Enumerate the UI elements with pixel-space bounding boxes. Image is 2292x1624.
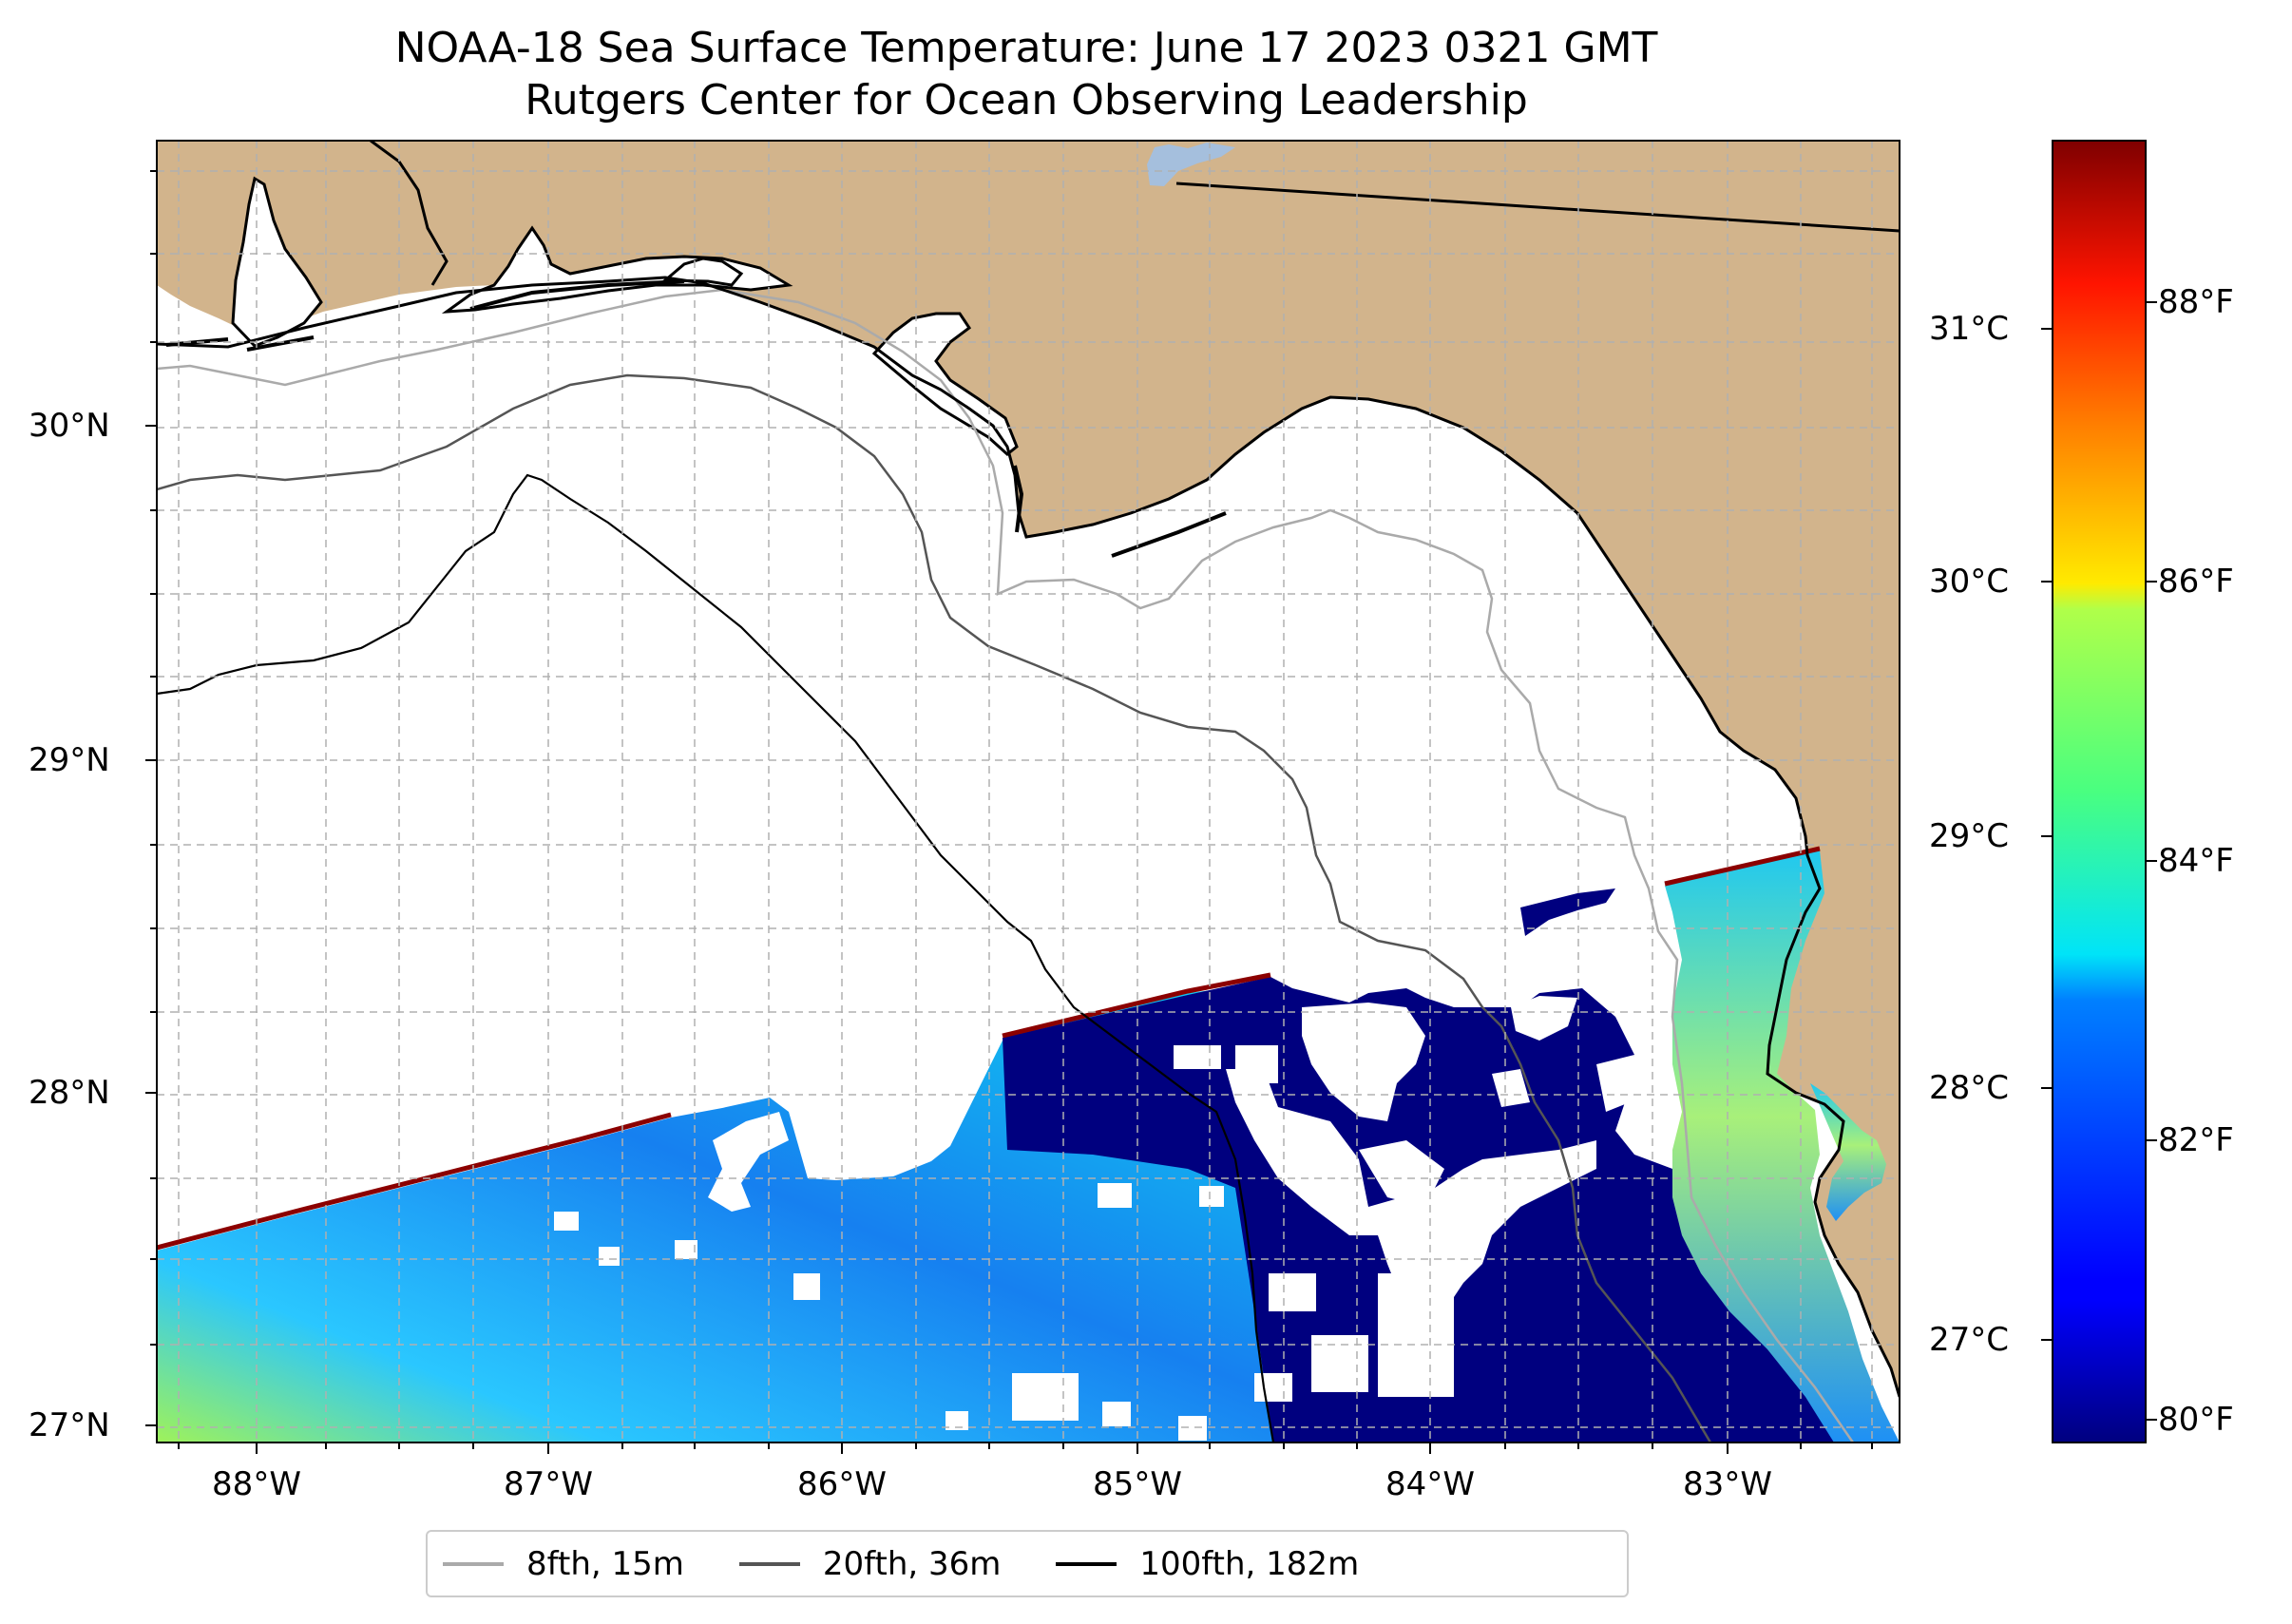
legend-label: 20fth, 36m: [822, 1544, 1002, 1583]
sst-swath-west: [157, 988, 1278, 1442]
map-frame: [156, 140, 1900, 1443]
contour-20fth: [157, 373, 1712, 1442]
colorbar-fahrenheit-label: 84°F: [2158, 842, 2234, 880]
lat-tick-label: 30°N: [29, 407, 110, 445]
gridlines: [157, 141, 1900, 1442]
colorbar-fahrenheit-label: 82°F: [2158, 1121, 2234, 1159]
contour-100fth: [157, 473, 1275, 1442]
colorbar: [2052, 140, 2147, 1443]
legend-label: 100fth, 182m: [1139, 1544, 1360, 1583]
contour-8fth: [157, 288, 1855, 1442]
lat-tick-label: 27°N: [29, 1406, 110, 1444]
state-boundary: [1175, 182, 1900, 233]
legend-swatch: [738, 1561, 800, 1566]
lake: [1147, 143, 1235, 186]
colorbar-celsius-label: 27°C: [1929, 1321, 2010, 1359]
colorbar-celsius-label: 31°C: [1929, 310, 2010, 348]
legend-item-8fth: 8fth, 15m: [443, 1545, 684, 1583]
lon-tick-label: 87°W: [504, 1465, 593, 1503]
chart-subtitle: Rutgers Center for Ocean Observing Leade…: [525, 76, 1528, 124]
colorbar-ticks: [2041, 301, 2157, 1421]
legend: 8fth, 15m 20fth, 36m 100fth, 182m: [426, 1530, 1629, 1597]
colorbar-celsius-label: 29°C: [1929, 817, 2010, 855]
legend-item-20fth: 20fth, 36m: [738, 1544, 1002, 1583]
lon-tick-label: 83°W: [1683, 1465, 1772, 1503]
lon-tick-label: 88°W: [212, 1465, 301, 1503]
colorbar-fahrenheit-label: 80°F: [2158, 1401, 2234, 1439]
legend-item-100fth: 100fth, 182m: [1056, 1545, 1359, 1583]
lat-tick-label: 28°N: [29, 1074, 110, 1112]
chart-title: NOAA-18 Sea Surface Temperature: June 17…: [394, 24, 1658, 72]
legend-swatch: [443, 1561, 504, 1566]
lat-tick-label: 29°N: [29, 741, 110, 779]
lon-tick-label: 86°W: [797, 1465, 887, 1503]
colorbar-fahrenheit-label: 86°F: [2158, 563, 2234, 601]
colorbar-celsius-label: 30°C: [1929, 563, 2010, 601]
cloud-gaps: [554, 996, 1634, 1441]
sst-swath-nearshore: [1665, 850, 1900, 1442]
legend-swatch: [1056, 1561, 1117, 1566]
lon-tick-label: 84°W: [1385, 1465, 1475, 1503]
lon-tick-label: 85°W: [1093, 1465, 1182, 1503]
colorbar-celsius-label: 28°C: [1929, 1069, 2010, 1107]
legend-label: 8fth, 15m: [526, 1544, 684, 1583]
colorbar-fahrenheit-label: 88°F: [2158, 283, 2234, 321]
